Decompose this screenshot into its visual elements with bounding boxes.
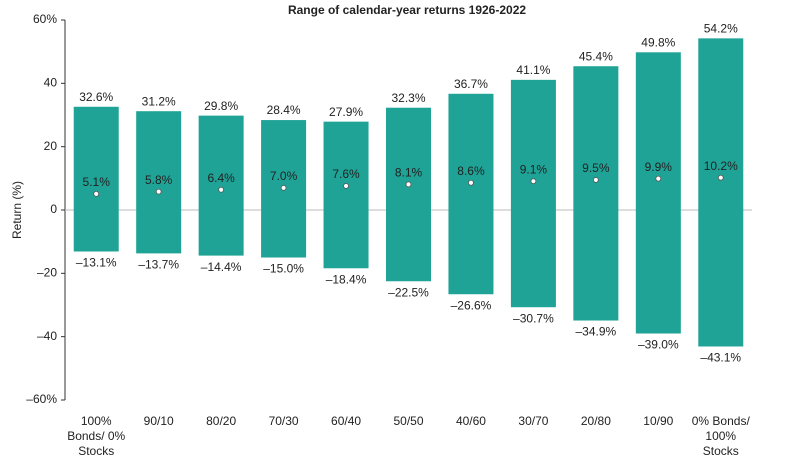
x-tick-label: 90/10 (143, 414, 174, 428)
low-label: –13.7% (138, 258, 179, 272)
x-tick-label: 10/90 (643, 414, 674, 428)
average-dot (468, 179, 474, 186)
average-label: 9.1% (520, 162, 548, 176)
x-tick-label: 0% Bonds/ 100% Stocks (691, 414, 750, 458)
x-tick-label: 80/20 (206, 414, 237, 428)
high-label: 49.8% (641, 35, 675, 49)
low-label: –15.0% (263, 262, 304, 276)
average-dot (343, 183, 349, 189)
x-tick-label: 50/50 (393, 414, 424, 428)
low-label: –34.9% (576, 325, 617, 339)
low-label: –30.7% (513, 311, 554, 325)
low-label: –22.5% (388, 285, 429, 299)
average-dot (655, 175, 662, 182)
average-dot (155, 188, 162, 195)
low-label: –26.6% (451, 298, 492, 312)
range-bar (698, 38, 744, 347)
average-label: 5.1% (83, 175, 111, 189)
x-tick-label: 70/30 (268, 414, 299, 428)
y-tick-label: 60% (33, 12, 57, 26)
range-bar (323, 121, 369, 269)
average-dot (405, 181, 412, 188)
average-label: 10.2% (704, 159, 738, 173)
average-dot (93, 190, 100, 197)
average-label: 8.6% (457, 164, 485, 178)
range-bar (573, 66, 619, 321)
average-label: 9.5% (582, 161, 610, 175)
high-label: 45.4% (579, 49, 613, 63)
average-label: 5.8% (145, 173, 173, 187)
x-tick-label: 20/80 (580, 414, 611, 428)
high-label: 28.4% (267, 103, 301, 117)
average-label: 7.6% (332, 167, 360, 181)
x-tick-label: 40/60 (455, 414, 486, 428)
high-label: 29.8% (204, 99, 238, 113)
low-label: –18.4% (326, 272, 367, 286)
average-dot (218, 186, 225, 193)
high-label: 41.1% (516, 63, 550, 77)
range-bar (73, 106, 119, 252)
range-bar (510, 79, 556, 308)
y-tick-label: 0 (50, 202, 57, 216)
x-tick-label: 60/40 (331, 414, 362, 428)
x-tick-label: 100% Bonds/ 0% Stocks (67, 414, 126, 458)
high-label: 27.9% (329, 105, 363, 119)
chart-title: Range of calendar-year returns 1926-2022 (288, 3, 526, 17)
low-label: –14.4% (201, 260, 242, 274)
range-bar (635, 52, 681, 334)
low-label: –43.1% (700, 351, 741, 365)
range-bar (198, 115, 244, 256)
average-dot (280, 184, 287, 191)
y-tick-label: 40 (44, 76, 58, 90)
average-label: 7.0% (270, 169, 298, 183)
high-label: 54.2% (704, 22, 738, 36)
high-label: 32.3% (391, 91, 425, 105)
high-label: 36.7% (454, 77, 488, 91)
y-tick-label: 20 (44, 139, 58, 153)
average-dot (592, 177, 599, 183)
y-tick-label: –60% (26, 392, 57, 406)
average-label: 9.9% (645, 160, 673, 174)
low-label: –39.0% (638, 338, 679, 352)
y-tick-label: –20 (37, 266, 57, 280)
high-label: 31.2% (142, 94, 176, 108)
y-axis-label: Return (%) (10, 181, 24, 239)
y-tick-label: –40 (37, 329, 57, 343)
average-dot (530, 178, 537, 185)
range-bar (136, 111, 182, 254)
average-label: 8.1% (395, 166, 423, 180)
x-tick-label: 30/70 (518, 414, 549, 428)
high-label: 32.6% (79, 90, 113, 104)
average-dot (717, 174, 724, 181)
range-bar (386, 107, 431, 282)
average-label: 6.4% (207, 171, 235, 185)
low-label: –13.1% (76, 256, 117, 270)
range-bar (448, 93, 494, 295)
